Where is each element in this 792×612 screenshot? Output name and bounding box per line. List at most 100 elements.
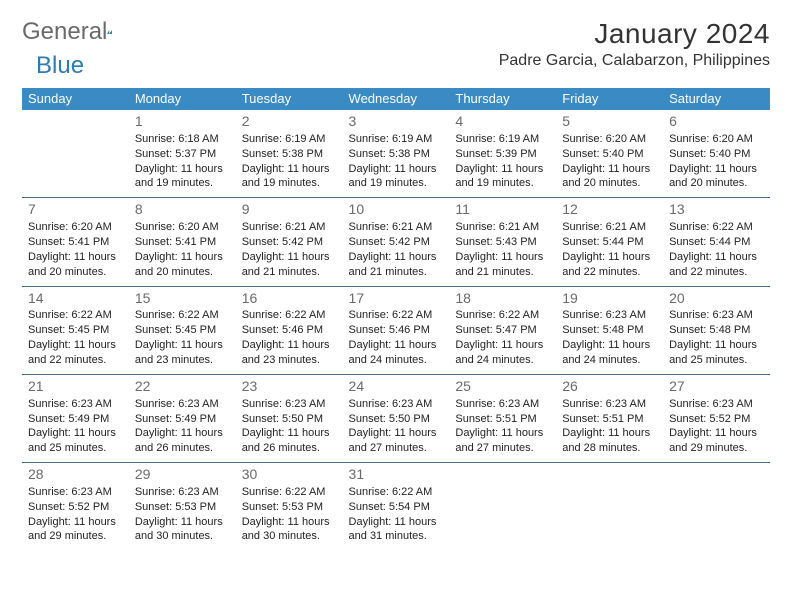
- sunset-line: Sunset: 5:48 PM: [669, 323, 764, 338]
- sunset-line: Sunset: 5:54 PM: [349, 500, 444, 515]
- calendar-table: Sunday Monday Tuesday Wednesday Thursday…: [22, 88, 770, 550]
- daylight-line: Daylight: 11 hours: [242, 250, 337, 265]
- calendar-cell: [556, 463, 663, 551]
- sunrise-line: Sunrise: 6:23 AM: [455, 397, 550, 412]
- sunset-line: Sunset: 5:42 PM: [242, 235, 337, 250]
- day-number: 24: [349, 377, 444, 396]
- daylight-line: and 22 minutes.: [669, 265, 764, 280]
- sunrise-line: Sunrise: 6:18 AM: [135, 132, 230, 147]
- daylight-line: Daylight: 11 hours: [135, 426, 230, 441]
- daylight-line: and 21 minutes.: [242, 265, 337, 280]
- day-number: 27: [669, 377, 764, 396]
- calendar-row: 28Sunrise: 6:23 AMSunset: 5:52 PMDayligh…: [22, 463, 770, 551]
- sunrise-line: Sunrise: 6:23 AM: [135, 397, 230, 412]
- daylight-line: Daylight: 11 hours: [135, 162, 230, 177]
- day-number: 21: [28, 377, 123, 396]
- daylight-line: Daylight: 11 hours: [135, 250, 230, 265]
- sunrise-line: Sunrise: 6:20 AM: [135, 220, 230, 235]
- calendar-cell: 16Sunrise: 6:22 AMSunset: 5:46 PMDayligh…: [236, 286, 343, 374]
- sunset-line: Sunset: 5:41 PM: [28, 235, 123, 250]
- sunset-line: Sunset: 5:43 PM: [455, 235, 550, 250]
- day-number: 19: [562, 289, 657, 308]
- brand-word2: Blue: [36, 52, 84, 79]
- page-title: January 2024: [499, 18, 770, 50]
- daylight-line: Daylight: 11 hours: [562, 250, 657, 265]
- calendar-cell: 2Sunrise: 6:19 AMSunset: 5:38 PMDaylight…: [236, 110, 343, 198]
- calendar-cell: [22, 110, 129, 198]
- daylight-line: and 20 minutes.: [669, 176, 764, 191]
- calendar-cell: 22Sunrise: 6:23 AMSunset: 5:49 PMDayligh…: [129, 374, 236, 462]
- sunrise-line: Sunrise: 6:21 AM: [562, 220, 657, 235]
- sunset-line: Sunset: 5:48 PM: [562, 323, 657, 338]
- daylight-line: Daylight: 11 hours: [562, 426, 657, 441]
- sunset-line: Sunset: 5:52 PM: [28, 500, 123, 515]
- daylight-line: Daylight: 11 hours: [242, 162, 337, 177]
- daylight-line: Daylight: 11 hours: [349, 426, 444, 441]
- daylight-line: and 31 minutes.: [349, 529, 444, 544]
- calendar-cell: 30Sunrise: 6:22 AMSunset: 5:53 PMDayligh…: [236, 463, 343, 551]
- daylight-line: Daylight: 11 hours: [28, 250, 123, 265]
- title-block: January 2024 Padre Garcia, Calabarzon, P…: [499, 18, 770, 70]
- day-number: 4: [455, 112, 550, 131]
- daylight-line: and 19 minutes.: [349, 176, 444, 191]
- calendar-row: 7Sunrise: 6:20 AMSunset: 5:41 PMDaylight…: [22, 198, 770, 286]
- calendar-cell: 20Sunrise: 6:23 AMSunset: 5:48 PMDayligh…: [663, 286, 770, 374]
- sunset-line: Sunset: 5:44 PM: [562, 235, 657, 250]
- calendar-body: 1Sunrise: 6:18 AMSunset: 5:37 PMDaylight…: [22, 110, 770, 551]
- sunrise-line: Sunrise: 6:22 AM: [28, 308, 123, 323]
- sunrise-line: Sunrise: 6:23 AM: [28, 397, 123, 412]
- sunset-line: Sunset: 5:53 PM: [135, 500, 230, 515]
- calendar-cell: 10Sunrise: 6:21 AMSunset: 5:42 PMDayligh…: [343, 198, 450, 286]
- daylight-line: Daylight: 11 hours: [242, 515, 337, 530]
- sunrise-line: Sunrise: 6:23 AM: [242, 397, 337, 412]
- sunset-line: Sunset: 5:53 PM: [242, 500, 337, 515]
- calendar-row: 1Sunrise: 6:18 AMSunset: 5:37 PMDaylight…: [22, 110, 770, 198]
- daylight-line: and 19 minutes.: [135, 176, 230, 191]
- sunset-line: Sunset: 5:50 PM: [242, 412, 337, 427]
- day-number: 25: [455, 377, 550, 396]
- sunset-line: Sunset: 5:51 PM: [455, 412, 550, 427]
- sunrise-line: Sunrise: 6:21 AM: [242, 220, 337, 235]
- daylight-line: and 27 minutes.: [455, 441, 550, 456]
- calendar-cell: 5Sunrise: 6:20 AMSunset: 5:40 PMDaylight…: [556, 110, 663, 198]
- calendar-cell: 3Sunrise: 6:19 AMSunset: 5:38 PMDaylight…: [343, 110, 450, 198]
- daylight-line: and 26 minutes.: [135, 441, 230, 456]
- calendar-cell: 29Sunrise: 6:23 AMSunset: 5:53 PMDayligh…: [129, 463, 236, 551]
- day-number: 1: [135, 112, 230, 131]
- daylight-line: and 29 minutes.: [669, 441, 764, 456]
- daylight-line: and 23 minutes.: [242, 353, 337, 368]
- sunset-line: Sunset: 5:38 PM: [242, 147, 337, 162]
- sunset-line: Sunset: 5:46 PM: [242, 323, 337, 338]
- sunrise-line: Sunrise: 6:19 AM: [349, 132, 444, 147]
- day-number: 7: [28, 200, 123, 219]
- calendar-cell: 17Sunrise: 6:22 AMSunset: 5:46 PMDayligh…: [343, 286, 450, 374]
- day-number: 18: [455, 289, 550, 308]
- calendar-cell: 4Sunrise: 6:19 AMSunset: 5:39 PMDaylight…: [449, 110, 556, 198]
- daylight-line: and 19 minutes.: [242, 176, 337, 191]
- col-monday: Monday: [129, 88, 236, 110]
- calendar-cell: [663, 463, 770, 551]
- day-number: 16: [242, 289, 337, 308]
- daylight-line: Daylight: 11 hours: [349, 162, 444, 177]
- daylight-line: Daylight: 11 hours: [669, 426, 764, 441]
- day-number: 14: [28, 289, 123, 308]
- sunset-line: Sunset: 5:52 PM: [669, 412, 764, 427]
- sunset-line: Sunset: 5:39 PM: [455, 147, 550, 162]
- sunset-line: Sunset: 5:46 PM: [349, 323, 444, 338]
- daylight-line: Daylight: 11 hours: [28, 426, 123, 441]
- daylight-line: Daylight: 11 hours: [562, 162, 657, 177]
- col-friday: Friday: [556, 88, 663, 110]
- daylight-line: and 19 minutes.: [455, 176, 550, 191]
- daylight-line: and 28 minutes.: [562, 441, 657, 456]
- daylight-line: and 30 minutes.: [242, 529, 337, 544]
- sunrise-line: Sunrise: 6:23 AM: [562, 308, 657, 323]
- calendar-cell: 6Sunrise: 6:20 AMSunset: 5:40 PMDaylight…: [663, 110, 770, 198]
- day-number: 6: [669, 112, 764, 131]
- daylight-line: Daylight: 11 hours: [455, 162, 550, 177]
- calendar-cell: 14Sunrise: 6:22 AMSunset: 5:45 PMDayligh…: [22, 286, 129, 374]
- calendar-cell: 8Sunrise: 6:20 AMSunset: 5:41 PMDaylight…: [129, 198, 236, 286]
- day-number: 31: [349, 465, 444, 484]
- sunrise-line: Sunrise: 6:20 AM: [562, 132, 657, 147]
- sunset-line: Sunset: 5:45 PM: [135, 323, 230, 338]
- calendar-cell: 28Sunrise: 6:23 AMSunset: 5:52 PMDayligh…: [22, 463, 129, 551]
